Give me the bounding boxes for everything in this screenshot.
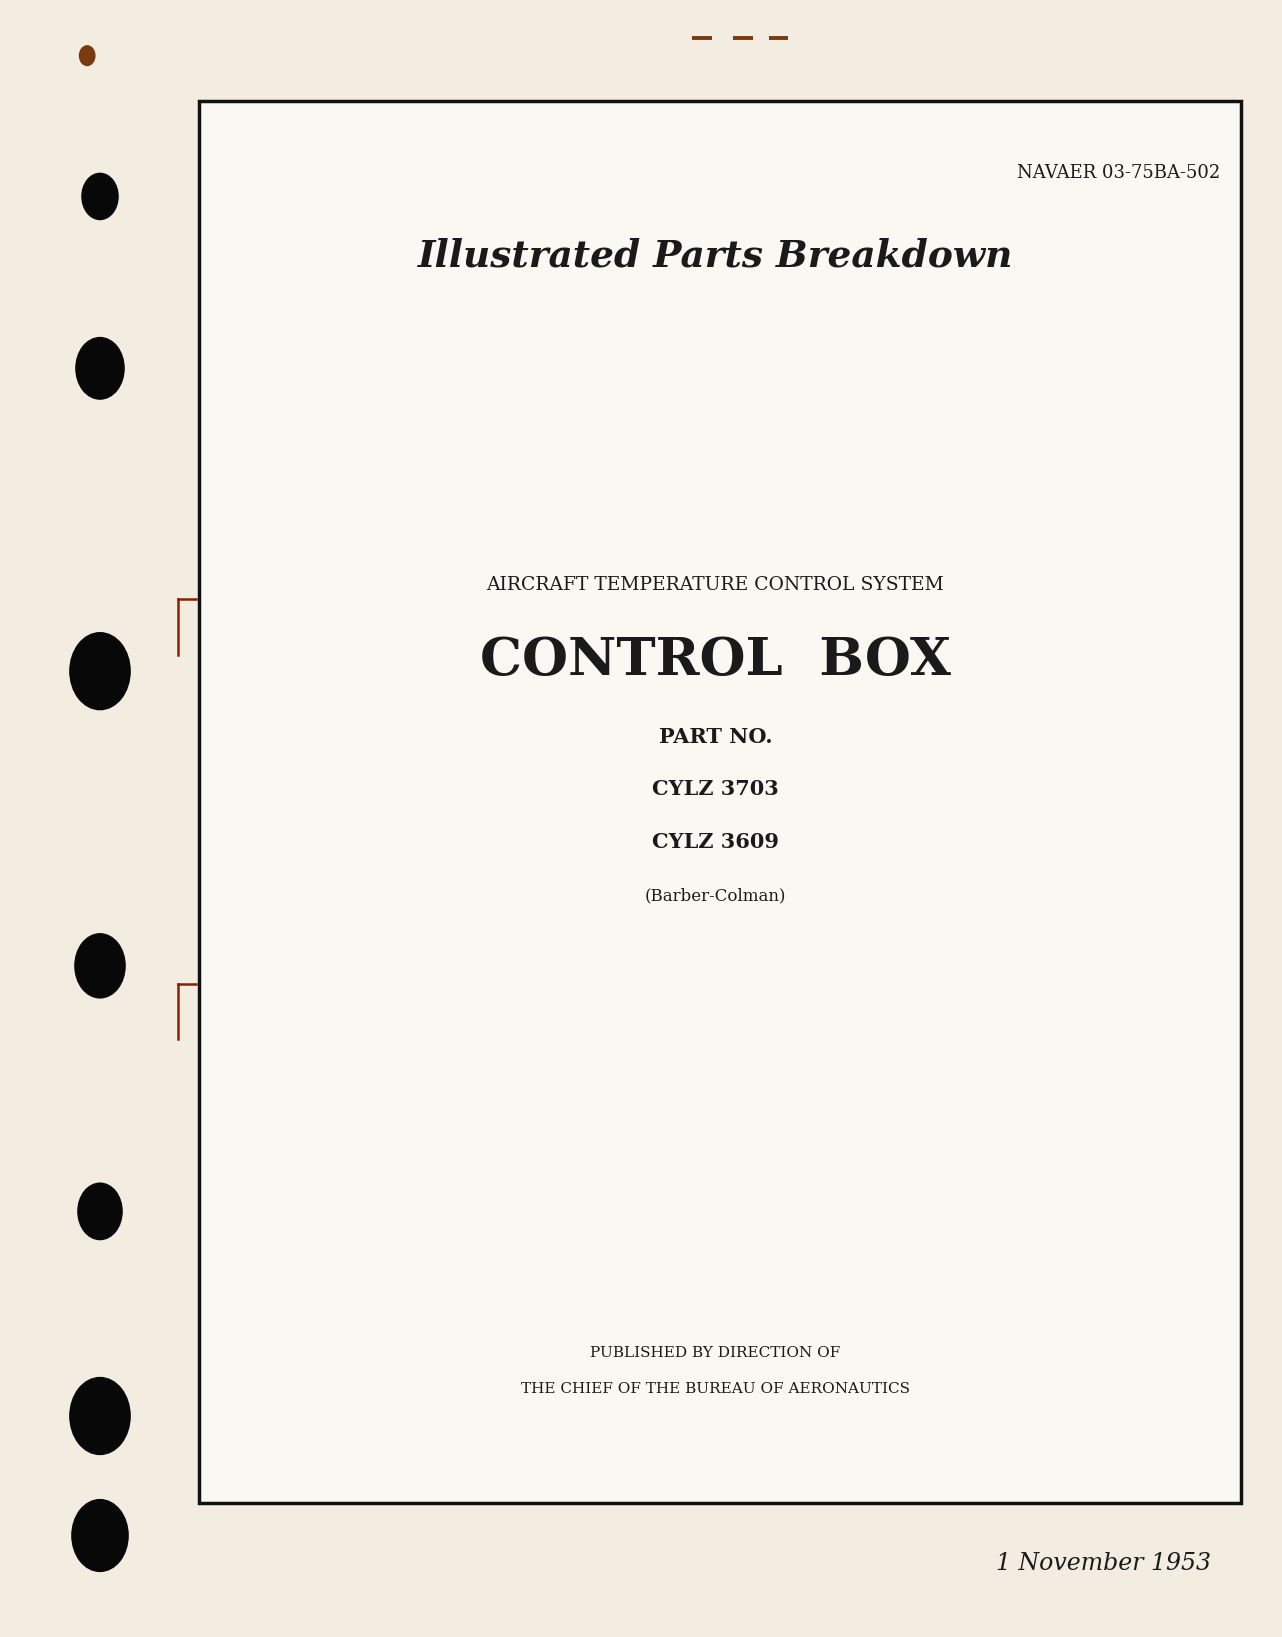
Text: (Barber-Colman): (Barber-Colman)	[645, 887, 786, 904]
Circle shape	[71, 1378, 129, 1454]
Circle shape	[72, 1499, 128, 1572]
Circle shape	[76, 337, 124, 399]
Text: CONTROL  BOX: CONTROL BOX	[479, 635, 951, 686]
Text: CYLZ 3609: CYLZ 3609	[651, 832, 779, 851]
Circle shape	[79, 46, 95, 65]
Text: 1 November 1953: 1 November 1953	[996, 1552, 1211, 1575]
Circle shape	[78, 1184, 122, 1239]
Text: AIRCRAFT TEMPERATURE CONTROL SYSTEM: AIRCRAFT TEMPERATURE CONTROL SYSTEM	[486, 576, 945, 594]
Text: THE CHIEF OF THE BUREAU OF AERONAUTICS: THE CHIEF OF THE BUREAU OF AERONAUTICS	[520, 1382, 910, 1396]
Circle shape	[71, 634, 129, 709]
Text: NAVAER 03-75BA-502: NAVAER 03-75BA-502	[1017, 164, 1220, 182]
Text: PUBLISHED BY DIRECTION OF: PUBLISHED BY DIRECTION OF	[590, 1346, 841, 1360]
Text: PART NO.: PART NO.	[659, 727, 772, 746]
Text: CYLZ 3703: CYLZ 3703	[653, 779, 778, 799]
Circle shape	[82, 174, 118, 219]
Text: Illustrated Parts Breakdown: Illustrated Parts Breakdown	[418, 237, 1013, 275]
FancyBboxPatch shape	[199, 101, 1241, 1503]
Circle shape	[74, 933, 126, 999]
